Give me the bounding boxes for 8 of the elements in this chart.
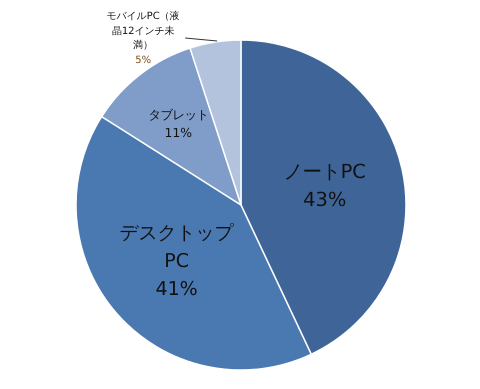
data-label: 43%: [303, 187, 346, 214]
data-label: 5%: [135, 54, 152, 68]
slice-label: モバイルPC（液晶12インチ未満）: [106, 10, 181, 54]
slice-label: ノートPC: [282, 159, 367, 186]
slice-label: タブレット: [147, 106, 210, 124]
slice-label: デスクトップPC: [118, 221, 235, 274]
data-label: 11%: [164, 124, 192, 142]
data-label: 41%: [155, 276, 198, 302]
